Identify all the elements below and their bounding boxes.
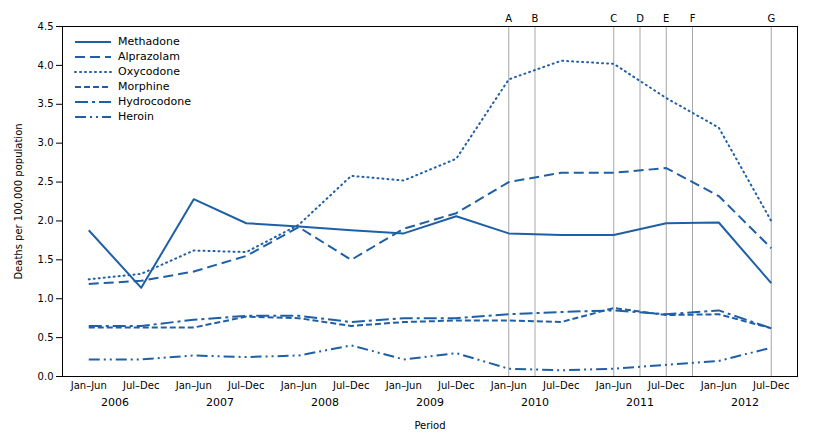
svg-text:Jan–Jun: Jan–Jun	[280, 380, 317, 391]
svg-text:C: C	[610, 13, 617, 24]
html-text:Heroin: Heroin	[118, 110, 155, 123]
svg-text:Jan–Jun: Jan–Jun	[700, 380, 737, 391]
svg-text:F: F	[690, 13, 696, 24]
svg-text:Deaths per 100,000 population: Deaths per 100,000 population	[13, 123, 24, 279]
svg-text:0.0: 0.0	[38, 371, 54, 382]
svg-text:2012: 2012	[731, 396, 759, 409]
svg-text:D: D	[636, 13, 644, 24]
html-text:Oxycodone: Oxycodone	[118, 65, 180, 78]
svg-text:3.0: 3.0	[38, 137, 54, 148]
svg-text:B: B	[532, 13, 539, 24]
svg-text:1.0: 1.0	[38, 293, 54, 304]
svg-text:Jul–Dec: Jul–Dec	[227, 380, 264, 391]
svg-text:0.5: 0.5	[38, 332, 54, 343]
svg-text:4.5: 4.5	[38, 21, 54, 32]
svg-text:G: G	[767, 13, 775, 24]
svg-text:4.0: 4.0	[38, 60, 54, 71]
svg-text:2.5: 2.5	[38, 176, 54, 187]
svg-text:2008: 2008	[311, 396, 339, 409]
svg-text:E: E	[663, 13, 669, 24]
svg-text:Jul–Dec: Jul–Dec	[752, 380, 789, 391]
svg-text:Jan–Jun: Jan–Jun	[70, 380, 107, 391]
svg-text:Jul–Dec: Jul–Dec	[332, 380, 369, 391]
svg-text:Jan–Jun: Jan–Jun	[490, 380, 527, 391]
html-text:Methadone: Methadone	[118, 35, 180, 48]
svg-text:Period: Period	[414, 420, 445, 431]
svg-text:A: A	[505, 13, 512, 24]
html-text:Morphine: Morphine	[118, 80, 170, 93]
svg-text:Jan–Jun: Jan–Jun	[595, 380, 632, 391]
svg-text:2007: 2007	[206, 396, 234, 409]
svg-text:Jul–Dec: Jul–Dec	[542, 380, 579, 391]
svg-text:2.0: 2.0	[38, 215, 54, 226]
html-text:Hydrocodone: Hydrocodone	[118, 95, 191, 108]
svg-text:Jul–Dec: Jul–Dec	[647, 380, 684, 391]
svg-text:1.5: 1.5	[38, 254, 54, 265]
svg-text:3.5: 3.5	[38, 98, 54, 109]
svg-text:Jul–Dec: Jul–Dec	[122, 380, 159, 391]
svg-text:2006: 2006	[101, 396, 129, 409]
svg-text:Jul–Dec: Jul–Dec	[437, 380, 474, 391]
svg-text:2011: 2011	[626, 396, 654, 409]
svg-text:2010: 2010	[521, 396, 549, 409]
svg-text:Jan–Jun: Jan–Jun	[385, 380, 422, 391]
html-text:Alprazolam: Alprazolam	[118, 50, 180, 63]
svg-text:2009: 2009	[416, 396, 444, 409]
svg-text:Jan–Jun: Jan–Jun	[175, 380, 212, 391]
